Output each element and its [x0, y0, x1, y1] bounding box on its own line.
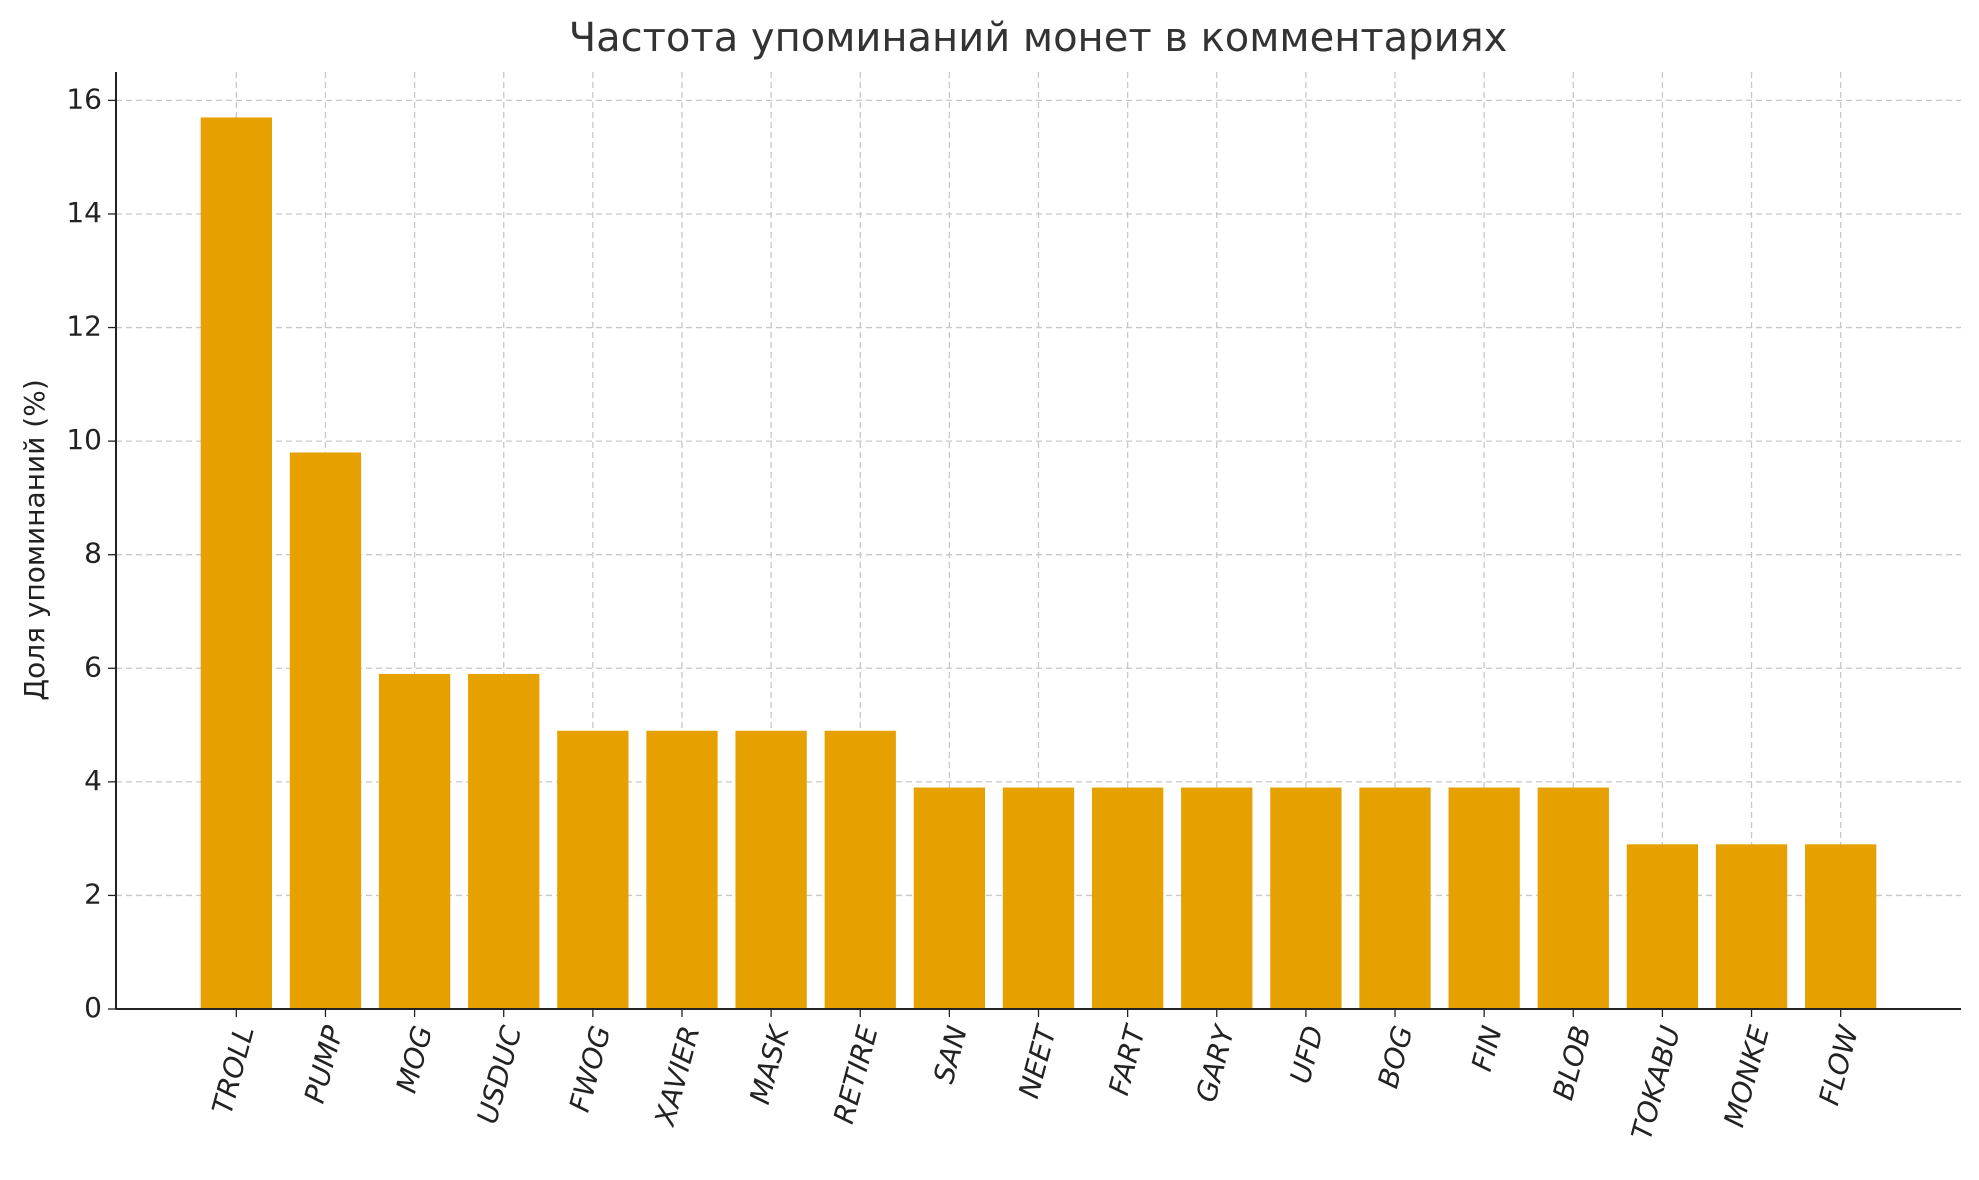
y-tick-label: 4 [84, 764, 102, 797]
y-tick-label: 0 [84, 991, 102, 1024]
bar [1270, 787, 1342, 1009]
bar [735, 730, 807, 1009]
x-tick-label: XAVIER [648, 1022, 707, 1131]
y-tick-label: 12 [66, 310, 102, 343]
bar [1448, 787, 1520, 1009]
x-tick-label: NEET [1012, 1021, 1063, 1102]
x-tick-label: FWOG [563, 1022, 618, 1115]
x-tick-label: MOG [390, 1022, 439, 1096]
x-tick-label: TOKABU [1625, 1022, 1687, 1143]
bar [1002, 787, 1075, 1009]
x-tick-label: MONKE [1717, 1022, 1776, 1131]
x-tick-label: FLOW [1812, 1021, 1865, 1109]
y-tick-label: 16 [66, 82, 102, 115]
bar [289, 452, 362, 1010]
bar [1181, 787, 1253, 1009]
x-tick-label: PUMP [298, 1022, 350, 1106]
bar [1537, 787, 1609, 1009]
y-axis-label: Доля упоминаний (%) [18, 379, 51, 701]
y-tick-label: 8 [84, 537, 102, 570]
y-tick-label: 14 [66, 196, 102, 229]
chart-title: Частота упоминаний монет в комментариях [569, 15, 1508, 61]
y-tick-label: 10 [66, 423, 102, 456]
bar [913, 787, 986, 1009]
x-tick-label: USDUC [470, 1022, 528, 1127]
bar [1715, 844, 1788, 1009]
bar [1091, 787, 1164, 1009]
x-tick-label: BOG [1371, 1022, 1419, 1091]
bar [1359, 787, 1431, 1009]
bar [200, 117, 272, 1010]
bar [1805, 844, 1877, 1009]
x-tick-label: BLOB [1546, 1022, 1597, 1103]
bar [378, 673, 451, 1009]
x-tick-label: GARY [1189, 1021, 1241, 1106]
y-tick-label: 2 [84, 877, 102, 910]
bar [824, 730, 896, 1009]
bar [1626, 844, 1699, 1009]
bar [557, 730, 629, 1009]
x-tick-label: FIN [1465, 1022, 1509, 1074]
x-tick-label: UFD [1283, 1022, 1330, 1087]
x-tick-label: FART [1102, 1021, 1153, 1099]
bar [646, 730, 718, 1009]
x-tick-label: TROLL [206, 1022, 261, 1117]
bar [468, 673, 540, 1009]
x-tick-label: SAN [927, 1022, 974, 1086]
y-tick-label: 6 [84, 650, 102, 683]
x-tick-label: MASK [743, 1020, 796, 1108]
x-tick-label: RETIRE [827, 1022, 885, 1127]
